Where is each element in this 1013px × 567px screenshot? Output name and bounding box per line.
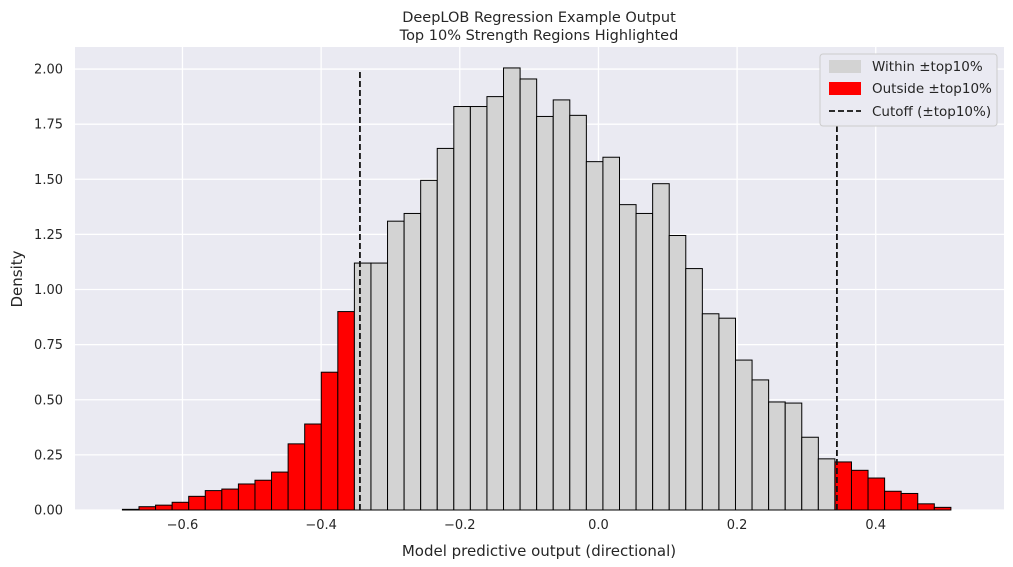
bar-outside	[867, 477, 886, 511]
bar-outside	[271, 471, 289, 511]
bar-outside	[204, 490, 223, 511]
bar-outside	[138, 506, 157, 511]
bar-within	[817, 458, 836, 511]
bar-within	[420, 179, 438, 511]
x-tick-label: 0.4	[865, 518, 886, 533]
bar-outside	[171, 501, 190, 511]
legend-swatch-within	[829, 60, 861, 73]
bar-outside	[850, 469, 869, 511]
bar-outside	[320, 371, 339, 511]
y-axis-ticks: 0.00 0.25 0.50 0.75 1.00 1.25 1.50 1.75 2.00	[34, 63, 63, 519]
bar-outside	[304, 423, 322, 511]
bar-outside	[900, 492, 919, 511]
legend-label-cutoff: Cutoff (±top10%)	[872, 104, 991, 120]
bar-within	[436, 147, 455, 511]
bar-within	[619, 204, 637, 511]
y-tick-label: 2.00	[34, 63, 63, 78]
bar-within	[701, 313, 720, 511]
bar-outside	[287, 443, 306, 511]
chart-title: DeepLOB Regression Example Output	[402, 10, 676, 26]
x-tick-label: 0.2	[727, 518, 748, 533]
y-tick-label: 0.50	[34, 393, 63, 408]
bar-within	[784, 402, 803, 511]
x-tick-label: 0.0	[588, 518, 609, 533]
legend-swatch-outside	[829, 82, 861, 95]
bar-outside	[121, 508, 140, 511]
bar-outside	[221, 488, 239, 511]
bar-within	[453, 106, 471, 511]
bar-outside	[254, 479, 273, 511]
bar-outside	[188, 495, 206, 511]
bar-outside	[337, 311, 355, 511]
bar-within	[585, 161, 604, 511]
bar-within	[602, 156, 621, 511]
bar-within	[536, 115, 554, 511]
bar-within	[685, 268, 703, 511]
bar-within	[387, 220, 405, 511]
y-axis-label: Density	[8, 250, 26, 307]
y-tick-label: 1.75	[34, 118, 63, 133]
bar-within	[486, 96, 505, 511]
bar-within	[801, 436, 819, 511]
bar-within	[552, 99, 571, 511]
y-tick-label: 0.25	[34, 448, 63, 463]
bar-within	[519, 78, 538, 511]
y-tick-label: 1.00	[34, 283, 63, 298]
bar-within	[403, 212, 422, 511]
histogram-bars	[121, 67, 952, 511]
bar-within	[768, 401, 786, 511]
bar-outside	[884, 490, 902, 511]
x-tick-label: −0.4	[305, 518, 337, 533]
bar-within	[668, 235, 687, 511]
bar-outside	[237, 483, 256, 511]
chart-subtitle: Top 10% Strength Regions Highlighted	[399, 28, 679, 44]
bar-within	[718, 317, 736, 511]
bar-within	[734, 359, 753, 511]
y-tick-label: 1.25	[34, 228, 63, 243]
bar-outside	[933, 506, 952, 511]
bar-within	[469, 106, 488, 511]
y-tick-label: 1.50	[34, 173, 63, 188]
y-tick-label: 0.00	[34, 504, 63, 519]
bar-within	[569, 114, 587, 511]
y-tick-label: 0.75	[34, 338, 63, 353]
x-tick-label: −0.2	[444, 518, 476, 533]
bar-within	[370, 262, 389, 511]
bar-within	[353, 262, 372, 511]
bar-within	[652, 183, 670, 511]
cutoff-lines	[359, 69, 838, 510]
bar-within	[751, 379, 770, 511]
legend-label-outside: Outside ±top10%	[872, 81, 992, 97]
x-axis-ticks: −0.6 −0.4 −0.2 0.0 0.2 0.4	[167, 518, 886, 533]
bar-outside	[917, 503, 935, 511]
x-tick-label: −0.6	[167, 518, 199, 533]
bar-within	[503, 67, 521, 511]
legend: Within ±top10% Outside ±top10% Cutoff (±…	[819, 53, 998, 127]
x-axis-label: Model predictive output (directional)	[402, 542, 676, 560]
bar-outside	[155, 504, 173, 511]
legend-frame	[819, 53, 998, 127]
legend-label-within: Within ±top10%	[872, 59, 983, 75]
bar-within	[635, 212, 654, 511]
